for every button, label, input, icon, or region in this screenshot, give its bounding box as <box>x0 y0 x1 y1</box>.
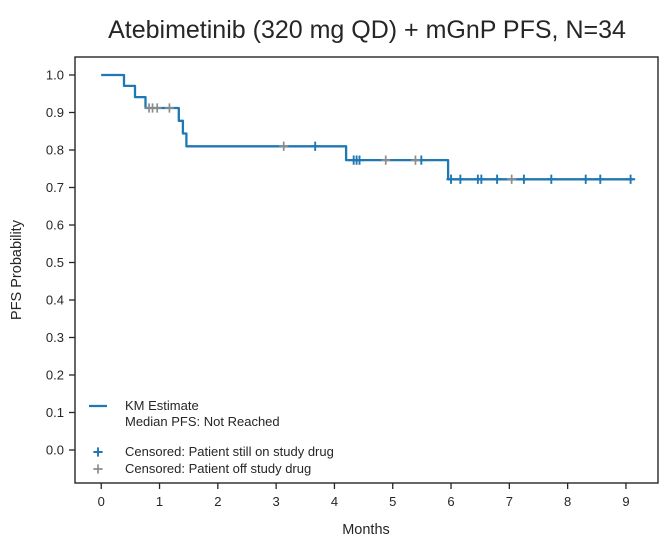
censor-on-study-plus <box>581 174 591 184</box>
censor-on-study-plus <box>625 174 636 184</box>
x-tick-label: 7 <box>506 494 513 509</box>
censor-on-study-plus <box>519 174 529 184</box>
x-tick-label: 2 <box>214 494 221 509</box>
x-tick-label: 0 <box>98 494 105 509</box>
y-tick-label: 0.5 <box>46 255 64 270</box>
y-tick-label: 0.0 <box>46 443 64 458</box>
censored-on-study-markers <box>310 141 636 184</box>
legend-censored-on-label: Censored: Patient still on study drug <box>125 444 334 459</box>
censor-on-study-plus <box>595 174 605 184</box>
y-tick-label: 0.9 <box>46 105 64 120</box>
y-tick-label: 0.7 <box>46 180 64 195</box>
x-axis-label: Months <box>342 522 390 538</box>
censor-on-study-plus <box>446 174 456 184</box>
legend-censored-off-label: Censored: Patient off study drug <box>125 461 311 476</box>
censor-off-study-plus <box>381 155 391 165</box>
x-tick-label: 5 <box>389 494 396 509</box>
y-tick-label: 0.2 <box>46 368 64 383</box>
y-axis: 0.0 0.1 0.2 0.3 0.4 0.5 0.6 0.7 0.8 0.9 1.0 <box>46 68 75 458</box>
censor-off-study-plus <box>164 103 175 113</box>
legend-median-label: Median PFS: Not Reached <box>125 414 280 429</box>
censor-off-study-plus <box>279 141 289 151</box>
km-step-path <box>101 73 634 181</box>
legend: KM Estimate Median PFS: Not Reached Cens… <box>89 398 334 476</box>
censor-on-study-plus <box>455 174 465 184</box>
x-tick-label: 8 <box>564 494 571 509</box>
legend-km-label: KM Estimate <box>125 398 199 413</box>
y-tick-label: 0.1 <box>46 405 64 420</box>
censor-off-study-plus <box>410 155 421 165</box>
y-axis-label: PFS Probability <box>9 219 25 320</box>
chart-title: Atebimetinib (320 mg QD) + mGnP PFS, N=3… <box>108 16 626 44</box>
censored-on-study-plus-icon <box>93 447 103 457</box>
y-tick-label: 0.3 <box>46 330 64 345</box>
x-tick-label: 6 <box>447 494 454 509</box>
x-tick-label: 9 <box>622 494 629 509</box>
x-axis: 0 1 2 3 4 5 6 7 8 9 <box>98 483 630 509</box>
x-tick-label: 1 <box>156 494 163 509</box>
censor-on-study-plus <box>492 174 502 184</box>
censor-on-study-plus <box>546 174 556 184</box>
censor-on-study-plus <box>310 141 320 151</box>
y-tick-label: 1.0 <box>46 68 64 83</box>
censor-on-study-plus <box>476 174 486 184</box>
y-tick-label: 0.6 <box>46 218 64 233</box>
censor-on-study-plus <box>354 155 365 165</box>
censored-off-study-plus-icon <box>93 464 103 474</box>
censor-off-study-plus <box>507 174 517 184</box>
y-tick-label: 0.4 <box>46 293 64 308</box>
plot-frame <box>74 56 659 484</box>
legend-censor-on-plus <box>93 447 103 457</box>
km-estimate-curve <box>101 73 634 181</box>
censor-off-study-plus <box>152 103 162 113</box>
censored-off-study-markers <box>144 103 517 184</box>
x-tick-label: 4 <box>331 494 338 509</box>
y-tick-label: 0.8 <box>46 143 64 158</box>
legend-censor-off-plus <box>93 464 103 474</box>
x-tick-label: 3 <box>273 494 280 509</box>
